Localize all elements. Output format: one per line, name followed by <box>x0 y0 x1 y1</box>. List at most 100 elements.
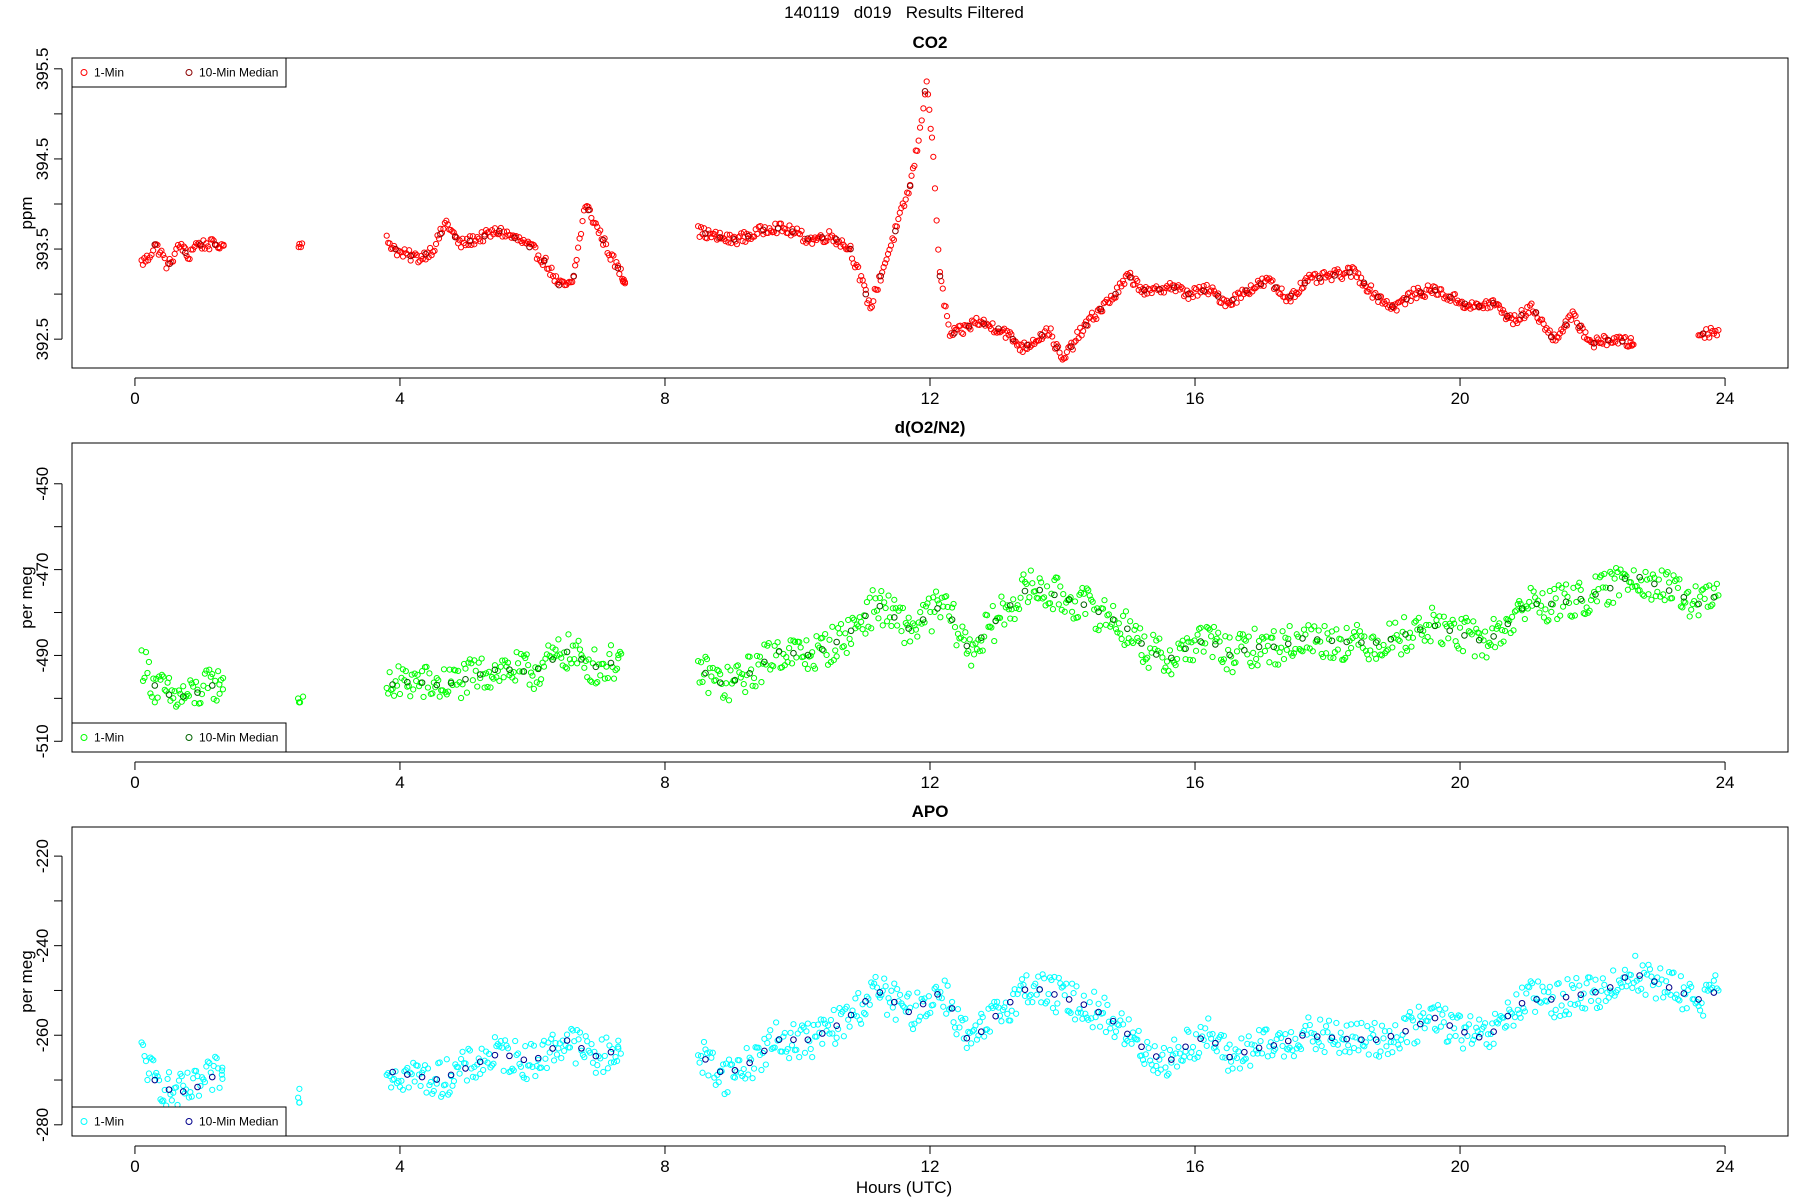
data-point <box>576 646 584 653</box>
data-point <box>1135 1027 1142 1035</box>
data-point <box>1486 1043 1493 1051</box>
data-point <box>918 620 925 627</box>
data-point <box>837 620 845 628</box>
data-point <box>708 673 715 680</box>
median-point <box>404 678 411 686</box>
data-point <box>1458 1037 1465 1044</box>
data-point <box>194 686 201 693</box>
data-point <box>408 1071 415 1078</box>
data-point <box>1112 294 1119 301</box>
data-point <box>1468 631 1475 638</box>
data-point <box>1549 337 1556 344</box>
data-point <box>1254 662 1261 669</box>
data-point <box>1366 286 1373 293</box>
data-point <box>1367 647 1374 654</box>
legend-label: 1-Min <box>94 731 124 745</box>
data-point <box>847 640 855 648</box>
median-point <box>1431 622 1439 630</box>
data-point <box>1054 574 1061 581</box>
median-point <box>1021 587 1029 595</box>
data-point <box>1666 579 1673 586</box>
median-point <box>389 681 396 688</box>
x-tick-label: 8 <box>660 773 669 792</box>
data-point <box>800 653 807 660</box>
data-point <box>759 1049 766 1057</box>
chart-title: CO2 <box>913 33 948 52</box>
data-point <box>885 995 892 1002</box>
data-point <box>1153 1062 1160 1070</box>
median-point <box>1446 1022 1454 1029</box>
data-point <box>455 1064 462 1071</box>
data-point <box>1119 277 1126 284</box>
data-point <box>1342 1048 1349 1055</box>
data-point <box>456 1070 463 1077</box>
data-point <box>1586 607 1593 614</box>
data-point <box>1413 295 1420 302</box>
data-point <box>1324 271 1331 279</box>
data-point <box>755 661 762 668</box>
data-point <box>1573 975 1580 982</box>
data-point <box>826 1030 833 1037</box>
data-point <box>986 1028 994 1035</box>
data-point <box>450 1077 458 1085</box>
data-point <box>1206 1031 1213 1038</box>
data-point <box>1597 339 1605 346</box>
data-point <box>1555 980 1562 987</box>
data-point <box>821 238 829 246</box>
median-point <box>702 230 709 237</box>
data-point <box>1092 625 1099 632</box>
median-point <box>392 245 399 253</box>
data-point <box>452 667 459 674</box>
data-point <box>548 1035 555 1042</box>
data-point <box>153 1069 160 1077</box>
median-point <box>208 1073 216 1081</box>
data-point <box>1361 633 1368 640</box>
data-point <box>1233 1054 1241 1062</box>
data-point <box>968 662 975 669</box>
data-point <box>1364 1023 1371 1030</box>
data-point <box>411 1078 418 1085</box>
data-point <box>457 1055 465 1063</box>
data-point <box>585 656 592 663</box>
data-point <box>1141 1060 1148 1067</box>
data-point <box>1186 289 1194 296</box>
data-point <box>1521 615 1528 623</box>
data-point <box>1557 612 1564 619</box>
data-point <box>1693 601 1701 608</box>
data-point <box>1573 598 1580 606</box>
data-point <box>566 656 574 663</box>
median-point <box>775 648 783 655</box>
data-point <box>1114 629 1121 636</box>
data-point <box>1080 590 1087 597</box>
data-point <box>1424 633 1431 641</box>
median-point <box>1695 600 1702 608</box>
data-point <box>463 689 471 696</box>
data-point <box>1049 333 1056 340</box>
data-point <box>474 683 481 690</box>
y-tick-label: 395.5 <box>33 48 52 91</box>
data-point <box>1134 277 1141 285</box>
data-point <box>424 1065 432 1072</box>
data-point <box>1226 1041 1233 1048</box>
data-point <box>1258 634 1266 641</box>
data-point <box>1188 1049 1195 1056</box>
median-point <box>761 1047 768 1055</box>
legend-marker <box>185 1118 193 1125</box>
data-point <box>918 117 925 124</box>
x-tick-label: 4 <box>395 389 404 408</box>
data-point <box>296 1099 303 1106</box>
data-point <box>1548 608 1555 616</box>
median-point <box>746 1059 753 1067</box>
data-point <box>883 256 890 263</box>
data-point <box>466 1047 473 1054</box>
median-point <box>481 232 488 240</box>
data-point <box>1175 1043 1182 1051</box>
median-point <box>1212 641 1219 648</box>
data-point <box>1657 965 1664 972</box>
data-point <box>1576 982 1583 989</box>
median-point <box>607 659 615 667</box>
data-point <box>469 677 476 684</box>
data-point <box>1081 321 1088 328</box>
data-point <box>933 217 940 224</box>
